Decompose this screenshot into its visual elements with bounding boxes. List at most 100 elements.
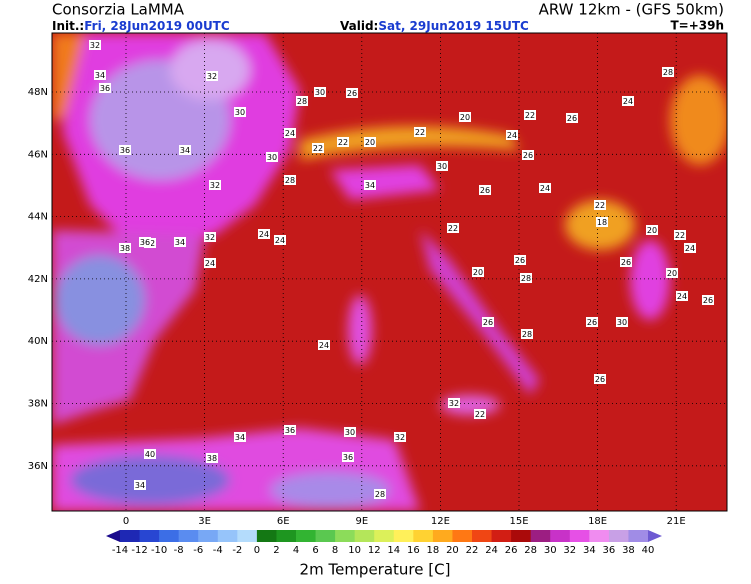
station-box xyxy=(119,243,131,253)
station-value: 24 xyxy=(623,97,633,106)
lat-label: 40N xyxy=(28,336,48,347)
colorbar-tick-label: 32 xyxy=(563,545,576,556)
station-box xyxy=(266,152,278,162)
station-box xyxy=(206,71,218,81)
colorbar-box xyxy=(139,530,160,542)
station-value: 20 xyxy=(473,268,483,277)
colorbar-tick-label: -10 xyxy=(151,545,167,556)
lon-label: 18E xyxy=(588,516,607,527)
colorbar-box xyxy=(413,530,434,542)
station-box xyxy=(284,175,296,185)
colorbar-tick-label: 26 xyxy=(505,545,518,556)
station-value: 28 xyxy=(297,97,307,106)
station-value: 28 xyxy=(522,330,532,339)
colorbar-high-arrow xyxy=(648,530,662,542)
station-box xyxy=(521,329,533,339)
station-value: 28 xyxy=(285,176,295,185)
station-box xyxy=(206,453,218,463)
station-value: 24 xyxy=(259,230,269,239)
station-value: 34 xyxy=(235,433,245,442)
colorbar-tick-label: 14 xyxy=(387,545,400,556)
init-label: Init.:Fri, 28Jun2019 00UTC xyxy=(52,19,230,33)
station-box xyxy=(234,432,246,442)
station-value: 24 xyxy=(507,131,517,140)
station-value: 20 xyxy=(460,113,470,122)
station-value: 22 xyxy=(338,138,348,147)
station-box xyxy=(539,183,551,193)
station-value: 20 xyxy=(365,138,375,147)
station-value: 24 xyxy=(205,259,215,268)
station-box xyxy=(89,40,101,50)
station-box xyxy=(594,200,606,210)
station-box xyxy=(374,489,386,499)
station-box xyxy=(616,317,628,327)
station-box xyxy=(209,180,221,190)
station-value: 28 xyxy=(663,68,673,77)
colorbar-tick-label: -6 xyxy=(193,545,203,556)
init-label: Init.: xyxy=(52,19,84,33)
station-value: 32 xyxy=(210,181,220,190)
station-box xyxy=(274,235,286,245)
colorbar-box xyxy=(315,530,336,542)
station-box xyxy=(414,127,426,137)
station-box xyxy=(99,83,111,93)
colorbar-tick-label: 40 xyxy=(642,545,655,556)
valid-label: Valid: xyxy=(340,19,378,33)
station-value: 26 xyxy=(621,258,631,267)
station-value: 40 xyxy=(145,450,155,459)
station-value: 22 xyxy=(525,111,535,120)
station-box xyxy=(514,255,526,265)
colorbar-box xyxy=(374,530,395,542)
station-value: 36 xyxy=(140,238,150,247)
station-box xyxy=(522,150,534,160)
station-box xyxy=(674,230,686,240)
station-value: 36 xyxy=(285,426,295,435)
station-value: 24 xyxy=(677,292,687,301)
station-box xyxy=(662,67,674,77)
colorbar-tick-label: 12 xyxy=(368,545,381,556)
station-value: 18 xyxy=(597,218,607,227)
colorbar-tick-label: 24 xyxy=(485,545,498,556)
lead-time: T=+39h xyxy=(670,19,724,33)
station-value: 34 xyxy=(365,181,375,190)
station-box xyxy=(204,258,216,268)
colorbar-low-arrow xyxy=(106,530,120,542)
station-box xyxy=(566,113,578,123)
station-box xyxy=(342,452,354,462)
station-value: 32 xyxy=(207,72,217,81)
station-box xyxy=(144,449,156,459)
colorbar-tick-label: 36 xyxy=(603,545,616,556)
station-box xyxy=(474,409,486,419)
station-value: 30 xyxy=(315,88,325,97)
colorbar-box xyxy=(452,530,473,542)
colorbar-box xyxy=(472,530,493,542)
colorbar-tick-label: 20 xyxy=(446,545,459,556)
station-box xyxy=(684,243,696,253)
valid-value: Sat, 29Jun2019 15UTC xyxy=(378,19,529,33)
station-value: 24 xyxy=(319,341,329,350)
station-box xyxy=(459,112,471,122)
station-value: 30 xyxy=(345,428,355,437)
colorbar-box xyxy=(432,530,453,542)
station-value: 22 xyxy=(415,128,425,137)
colorbar-tick-label: 34 xyxy=(583,545,596,556)
station-value: 26 xyxy=(567,114,577,123)
station-value: 26 xyxy=(595,375,605,384)
station-value: 34 xyxy=(135,481,145,490)
lon-label: 9E xyxy=(355,516,368,527)
station-value: 22 xyxy=(448,224,458,233)
station-value: 30 xyxy=(267,153,277,162)
lat-label: 36N xyxy=(28,461,48,472)
station-box xyxy=(179,145,191,155)
colorbar-tick-label: 28 xyxy=(524,545,537,556)
colorbar-box xyxy=(296,530,317,542)
station-value: 32 xyxy=(205,233,215,242)
station-value: 22 xyxy=(595,201,605,210)
lon-label: 3E xyxy=(198,516,211,527)
model: ARW 12km - (GFS 50km) xyxy=(539,1,724,19)
station-box xyxy=(620,257,632,267)
colorbar-tick-label: 0 xyxy=(254,545,260,556)
station-box xyxy=(346,88,358,98)
title: Consorzia LaMMA xyxy=(52,1,185,19)
colorbar-box xyxy=(491,530,512,542)
